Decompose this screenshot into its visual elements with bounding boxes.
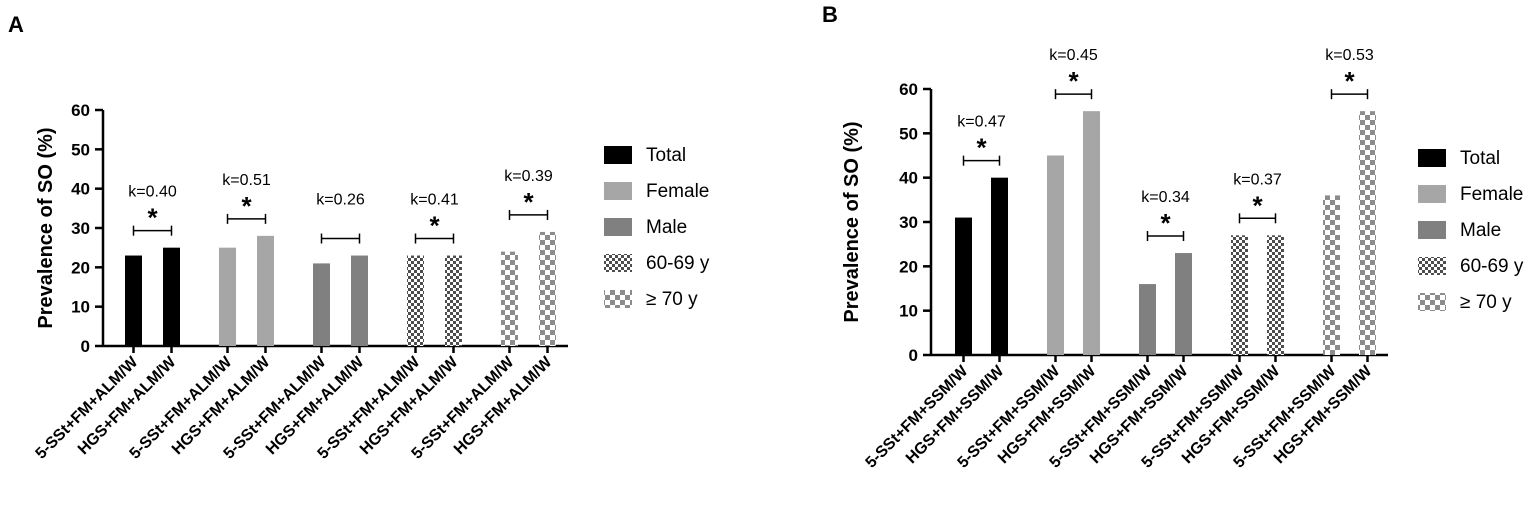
y-tick-label: 50 xyxy=(899,124,918,143)
y-tick-label: 50 xyxy=(71,140,90,159)
bar xyxy=(1139,284,1156,355)
bar xyxy=(219,247,236,346)
kappa-label: k=0.26 xyxy=(316,192,365,209)
legend-swatch xyxy=(1418,149,1446,167)
y-tick-label: 20 xyxy=(71,258,90,277)
y-tick-label: 20 xyxy=(899,257,918,276)
legend-swatch xyxy=(604,146,632,164)
bar xyxy=(1047,155,1064,355)
legend-label: Male xyxy=(1460,220,1501,241)
bar xyxy=(125,255,142,346)
kappa-label: k=0.45 xyxy=(1049,47,1098,64)
legend-label: Male xyxy=(646,217,687,238)
legend-label: ≥ 70 y xyxy=(1460,292,1512,313)
legend-swatch xyxy=(1418,185,1446,203)
kappa-label: k=0.40 xyxy=(128,184,177,201)
significance-star: * xyxy=(1344,66,1355,96)
y-tick-label: 0 xyxy=(909,346,918,365)
kappa-label: k=0.53 xyxy=(1325,47,1374,64)
y-tick-label: 60 xyxy=(71,101,90,120)
bar xyxy=(351,255,368,346)
bar xyxy=(1359,111,1376,356)
y-tick-label: 0 xyxy=(81,337,90,356)
bar xyxy=(955,217,972,355)
legend-label: Female xyxy=(646,181,709,202)
legend-swatch xyxy=(604,254,632,272)
bar xyxy=(313,263,330,346)
bar xyxy=(539,231,556,346)
y-tick-label: 40 xyxy=(71,180,90,199)
y-axis-title: Prevalence of SO (%) xyxy=(841,121,863,322)
y-axis-title: Prevalence of SO (%) xyxy=(35,127,57,328)
bar xyxy=(991,177,1008,355)
significance-star: * xyxy=(523,187,534,217)
y-tick-label: 10 xyxy=(899,302,918,321)
legend-label: 60-69 y xyxy=(646,253,710,274)
y-tick-label: 30 xyxy=(71,219,90,238)
legend-label: 60-69 y xyxy=(1460,256,1524,277)
bar xyxy=(1175,253,1192,355)
legend-swatch xyxy=(1418,221,1446,239)
legend-label: Female xyxy=(1460,184,1523,205)
significance-star: * xyxy=(1252,190,1263,220)
significance-star: * xyxy=(1068,66,1079,96)
legend-swatch xyxy=(1418,257,1446,275)
significance-star: * xyxy=(241,191,252,221)
bar xyxy=(501,251,518,346)
significance-star: * xyxy=(429,211,440,241)
panel-letter: A xyxy=(8,12,24,37)
significance-star: * xyxy=(1160,208,1171,238)
kappa-label: k=0.34 xyxy=(1141,189,1190,206)
y-tick-label: 40 xyxy=(899,169,918,188)
kappa-label: k=0.41 xyxy=(410,192,459,209)
kappa-label: k=0.47 xyxy=(957,114,1006,131)
bar xyxy=(1267,235,1284,355)
legend-label: ≥ 70 y xyxy=(646,289,698,310)
bar xyxy=(163,247,180,346)
y-tick-label: 60 xyxy=(899,80,918,99)
bar xyxy=(257,235,274,346)
kappa-label: k=0.51 xyxy=(222,172,271,189)
legend-swatch xyxy=(604,218,632,236)
bar xyxy=(1323,195,1340,355)
legend-b: Total Female Male 60-69 y ≥ 70 y xyxy=(1418,148,1524,313)
y-tick-label: 30 xyxy=(899,213,918,232)
significance-star: * xyxy=(147,203,158,233)
bar xyxy=(445,255,462,346)
legend-swatch xyxy=(604,290,632,308)
bar xyxy=(407,255,424,346)
bar xyxy=(1083,111,1100,356)
bar xyxy=(1231,235,1248,355)
legend-label: Total xyxy=(1460,148,1500,169)
significance-star: * xyxy=(976,133,987,163)
kappa-label: k=0.39 xyxy=(504,168,553,185)
y-tick-label: 10 xyxy=(71,298,90,317)
legend-swatch xyxy=(1418,293,1446,311)
kappa-label: k=0.37 xyxy=(1233,171,1282,188)
legend-a: Total Female Male 60-69 y ≥ 70 y xyxy=(604,145,710,310)
panel-letter: B xyxy=(822,2,838,27)
legend-label: Total xyxy=(646,145,686,166)
legend-swatch xyxy=(604,182,632,200)
